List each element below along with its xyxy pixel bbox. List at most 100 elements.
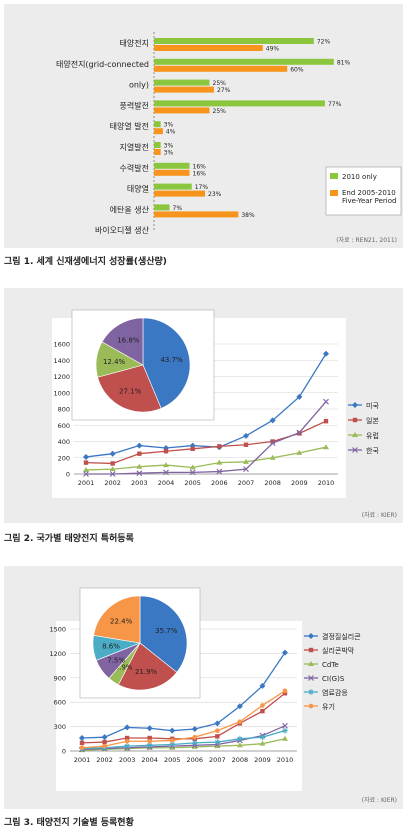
data-point (124, 738, 130, 744)
data-point (296, 429, 303, 436)
legend-label: 실리콘박막 (322, 646, 355, 655)
data-point (189, 464, 196, 470)
bar-value-label: 3% (164, 143, 174, 150)
legend-label: 유기 (322, 702, 335, 711)
data-point (163, 469, 169, 476)
bar-value-label: 72% (317, 39, 331, 46)
data-point (308, 661, 314, 666)
data-point (296, 449, 303, 455)
data-point (101, 734, 108, 741)
series-0: 결정질실리콘 (79, 632, 361, 741)
data-point (236, 735, 243, 742)
y-tick-label: 600 (54, 699, 66, 707)
data-point (269, 440, 276, 447)
category-label: only) (129, 81, 149, 90)
data-point (308, 647, 314, 653)
series-line (86, 401, 327, 475)
series-3: 한국 (83, 398, 379, 477)
x-tick-label: 2010 (277, 756, 294, 764)
data-point (308, 703, 314, 709)
data-point (191, 739, 198, 746)
data-point (124, 735, 130, 741)
data-point (282, 688, 288, 694)
data-point (109, 471, 116, 477)
source-note: (자료 : REN21, 2011) (336, 236, 397, 244)
data-point (214, 720, 221, 727)
bar-value-label: 4% (166, 129, 176, 136)
y-tick-label: 900 (54, 674, 66, 682)
data-point (79, 740, 85, 746)
x-tick-label: 2007 (209, 756, 226, 764)
category-label: 태양전지(grid-connected (56, 59, 149, 69)
pie-slice-label: 12.4% (103, 358, 126, 366)
bar-five-year (154, 86, 214, 93)
pie-slice-label: 8.6% (102, 643, 120, 651)
data-point (237, 719, 243, 725)
data-point (79, 734, 85, 741)
data-point (216, 468, 223, 475)
bar-value-label: 38% (241, 212, 255, 219)
x-tick-label: 2005 (164, 756, 181, 764)
y-tick-label: 1000 (53, 389, 70, 397)
series-line (81, 690, 286, 749)
bar-five-year (154, 169, 190, 176)
series-2: 유럽 (83, 431, 379, 472)
data-point (352, 432, 358, 437)
legend-line: Five-Year Period (342, 197, 396, 205)
data-point (191, 743, 198, 749)
pie-slice-label: 22.4% (110, 617, 133, 625)
pie-slice-label: 27.1% (119, 388, 142, 396)
series-line (85, 353, 327, 458)
data-point (352, 417, 358, 423)
data-point (243, 458, 249, 464)
data-point (352, 402, 358, 408)
data-point (236, 742, 243, 748)
y-tick-label: 0 (62, 748, 66, 756)
legend-label: 결정질실리콘 (322, 632, 361, 641)
pie-slice-label: 3.9% (115, 664, 133, 672)
x-tick-label: 2004 (158, 479, 175, 487)
bar-2010-only (154, 121, 161, 128)
data-point (102, 743, 107, 749)
data-point (243, 466, 249, 473)
bar-five-year (154, 149, 161, 155)
figure3-panel: 0 300 600 900 1200 1500 2001 2002 2003 2004 2005 20… (4, 566, 403, 809)
data-point (83, 471, 89, 477)
data-point (215, 728, 220, 733)
data-point (297, 431, 302, 436)
pie-slice-label: 16.8% (117, 336, 140, 344)
bar-2010-only (154, 162, 190, 169)
data-point (236, 703, 243, 710)
legend-label: 염료감응 (322, 689, 348, 697)
bar-five-year (154, 211, 239, 218)
series-0: 미국 (83, 350, 379, 460)
y-tick-label: 1200 (53, 373, 70, 381)
legend-label: 미국 (366, 401, 379, 410)
x-tick-label: 2002 (96, 756, 113, 764)
bar-value-label: 49% (266, 46, 280, 53)
bar-2010-only (154, 142, 161, 148)
data-point (169, 738, 175, 743)
bar-2010-only (154, 79, 210, 86)
pie-slice (142, 317, 191, 409)
data-point (83, 460, 89, 465)
data-point (214, 739, 221, 746)
data-point (323, 350, 329, 357)
data-point (308, 675, 314, 681)
data-point (190, 446, 195, 452)
pie-slice-label: 43.7% (160, 356, 183, 364)
data-point (323, 418, 329, 424)
legend-swatch-green (330, 173, 338, 179)
data-point (282, 727, 288, 734)
bar-value-label: 60% (290, 66, 304, 73)
data-point (270, 439, 275, 444)
pie-slice (139, 595, 188, 673)
data-point (109, 466, 116, 472)
category-label: 바이오디젤 생산 (95, 225, 150, 235)
bar-value-label: 23% (208, 191, 222, 198)
x-tick-label: 2006 (187, 756, 204, 764)
figure2-caption: 그림 2. 국가별 태양전지 특허등록 (4, 534, 134, 544)
bar-2010-only (154, 204, 170, 211)
data-point (79, 745, 85, 751)
data-point (269, 454, 276, 460)
